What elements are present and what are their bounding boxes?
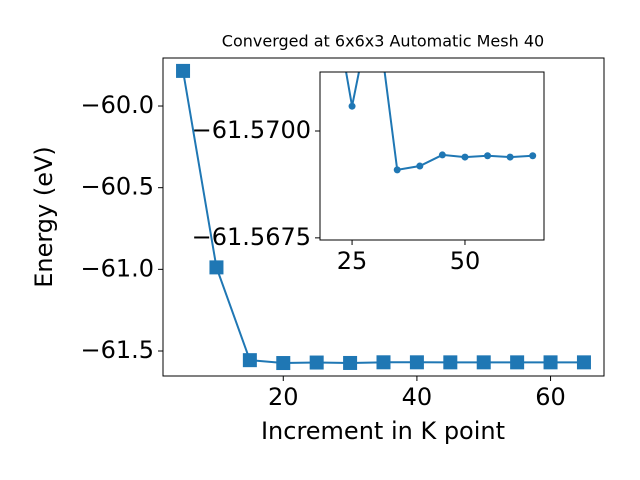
data-line (345, 72, 533, 172)
marker (529, 152, 537, 160)
marker (484, 152, 492, 160)
marker (376, 355, 391, 370)
y-tick-label: −61.5700 (192, 116, 311, 144)
x-axis-label: Increment in K point (261, 417, 505, 445)
y-tick-label: −61.0 (80, 254, 154, 282)
x-tick-label: 60 (535, 383, 566, 411)
marker (209, 260, 224, 275)
y-tick-label: −60.0 (80, 91, 154, 119)
y-tick-label: −60.5 (80, 173, 154, 201)
chart-title: Converged at 6x6x3 Automatic Mesh 40 (222, 32, 544, 51)
marker (393, 166, 401, 174)
x-tick-label: 20 (268, 383, 299, 411)
marker (506, 153, 514, 161)
marker (409, 355, 424, 370)
marker (176, 63, 191, 78)
y-tick-label: −61.5 (80, 336, 154, 364)
marker (343, 355, 358, 370)
marker (510, 355, 525, 370)
x-tick-label: 50 (450, 247, 481, 275)
marker (348, 102, 356, 110)
x-tick-label: 40 (402, 383, 433, 411)
marker (461, 153, 469, 161)
y-tick-label: −61.5675 (192, 223, 311, 251)
marker (438, 151, 446, 159)
axes-frame (162, 57, 605, 377)
marker (443, 355, 458, 370)
marker (576, 355, 591, 370)
marker (476, 355, 491, 370)
marker (276, 356, 291, 371)
x-tick-label: 25 (337, 247, 368, 275)
marker (416, 162, 424, 170)
y-axis-label: Energy (eV) (30, 146, 58, 288)
axes-frame (319, 71, 545, 241)
marker (543, 355, 558, 370)
marker (242, 353, 257, 368)
marker (309, 355, 324, 370)
